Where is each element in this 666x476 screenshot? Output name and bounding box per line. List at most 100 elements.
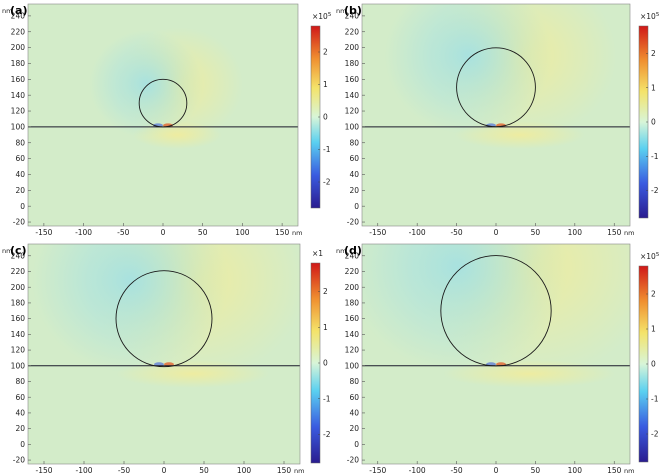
y-tick-label: 120 — [345, 346, 360, 355]
x-tick-label: -150 — [35, 466, 52, 475]
x-tick-label: -50 — [118, 466, 130, 475]
y-tick-label: 0 — [20, 202, 25, 211]
panel-label: (d) — [344, 244, 362, 257]
colorbar-tick-label: 2 — [323, 48, 328, 57]
field-lobe-substrate — [454, 120, 585, 149]
x-tick-label: -50 — [117, 228, 129, 237]
y-tick-label: 100 — [11, 122, 26, 131]
panel-label: (c) — [10, 244, 27, 257]
x-tick-label: 100 — [568, 228, 583, 237]
panel-b: 240220200180160140120100806040200-20-150… — [336, 3, 660, 237]
x-tick-label: 150 — [277, 466, 292, 475]
y-tick-label: 140 — [345, 330, 360, 339]
y-tick-label: 40 — [349, 409, 359, 418]
x-tick-label: -100 — [75, 228, 92, 237]
colorbar: ×105 2 1 0 -1 -2 — [310, 12, 332, 209]
x-tick-label: -100 — [409, 228, 426, 237]
colorbar-tick-label: 1 — [651, 83, 656, 92]
y-tick-label: 200 — [11, 283, 26, 292]
y-tick-label: 200 — [345, 43, 360, 52]
colorbar: ×105 2 1 0 -1 -2 — [638, 252, 660, 463]
y-tick-label: 0 — [354, 202, 359, 211]
particle-circle — [115, 270, 213, 368]
colorbar-tick-label: -1 — [651, 152, 659, 161]
colorbar-tick-label: -2 — [323, 178, 331, 187]
y-tick-label: 220 — [11, 27, 26, 36]
x-tick-label: 50 — [198, 228, 208, 237]
x-tick-label: 0 — [494, 228, 499, 237]
y-tick-label: 240 — [11, 251, 26, 260]
y-tick-label: 180 — [11, 299, 26, 308]
colorbar-tick-label: 2 — [651, 49, 656, 58]
y-tick-label: 220 — [11, 267, 26, 276]
y-tick-label: 100 — [345, 122, 360, 131]
y-tick-label: 140 — [11, 91, 26, 100]
particle-circle — [440, 255, 552, 367]
field-lobe-negative — [32, 244, 229, 374]
y-tick-label: 60 — [15, 154, 25, 163]
x-tick-label: 150 — [275, 228, 290, 237]
field-map — [362, 4, 630, 226]
colorbar-multiplier: ×105 — [640, 12, 660, 21]
field-lobe-negative — [89, 30, 204, 138]
y-tick-label: 120 — [11, 107, 26, 116]
y-tick-label: 240 — [345, 251, 360, 260]
y-tick-label: 20 — [349, 186, 359, 195]
x-unit-label: nm — [624, 229, 634, 237]
y-tick-label: 80 — [349, 377, 359, 386]
y-tick-label: 220 — [345, 267, 360, 276]
x-tick-label: 100 — [568, 466, 583, 475]
x-tick-label: 50 — [199, 466, 209, 475]
y-tick-label: 160 — [345, 314, 360, 323]
y-unit-label: nm — [2, 247, 12, 255]
field-lobe-negative — [384, 4, 552, 135]
y-tick-label: 220 — [345, 27, 360, 36]
y-tick-label: 80 — [349, 138, 359, 147]
panel-a: 240220200180160140120100806040200-20-150… — [2, 3, 332, 237]
y-tick-label: 120 — [11, 346, 26, 355]
y-tick-label: 60 — [349, 154, 359, 163]
x-tick-label: 50 — [531, 228, 541, 237]
colorbar-multiplier: ×105 — [640, 252, 660, 261]
panel-d: 240220200180160140120100806040200-20-150… — [336, 243, 660, 475]
particle-circle — [456, 47, 536, 128]
y-tick-label: 40 — [15, 170, 25, 179]
colorbar-tick-label: 1 — [651, 325, 656, 334]
y-tick-label: 60 — [15, 393, 25, 402]
y-tick-label: -20 — [347, 218, 359, 227]
panel-c: 240220200180160140120100806040200-20-150… — [2, 243, 331, 475]
x-tick-label: 150 — [607, 466, 622, 475]
y-tick-label: 180 — [345, 299, 360, 308]
colorbar-tick-label: 1 — [323, 323, 328, 332]
y-tick-label: 80 — [15, 138, 25, 147]
colorbar-tick-label: 2 — [323, 287, 328, 296]
colorbar-tick-label: 0 — [651, 360, 656, 369]
field-map — [28, 244, 300, 464]
y-tick-label: 100 — [11, 361, 26, 370]
x-tick-label: 0 — [494, 466, 499, 475]
y-tick-label: 180 — [11, 59, 26, 68]
y-tick-label: 40 — [349, 170, 359, 179]
colorbar-tick-label: 1 — [323, 80, 328, 89]
x-tick-label: 0 — [162, 466, 167, 475]
x-unit-label: nm — [292, 229, 302, 237]
y-tick-label: 20 — [349, 424, 359, 433]
y-tick-label: 20 — [15, 424, 25, 433]
colorbar: ×105 2 1 0 -1 -2 — [638, 12, 660, 219]
y-tick-label: 160 — [345, 75, 360, 84]
field-lobe-substrate — [116, 359, 270, 388]
colorbar-tick-label: -1 — [323, 145, 331, 154]
x-tick-label: -50 — [450, 466, 462, 475]
colorbar-tick-label: -2 — [323, 430, 331, 439]
y-tick-label: 140 — [345, 91, 360, 100]
y-tick-label: 200 — [345, 283, 360, 292]
y-tick-label: -20 — [13, 218, 25, 227]
y-tick-label: 60 — [349, 393, 359, 402]
colorbar-tick-label: 0 — [323, 113, 328, 122]
field-map — [362, 244, 630, 464]
y-tick-label: -20 — [347, 456, 359, 465]
field-map — [28, 4, 298, 226]
y-unit-label: nm — [336, 7, 346, 15]
y-tick-label: 140 — [11, 330, 26, 339]
